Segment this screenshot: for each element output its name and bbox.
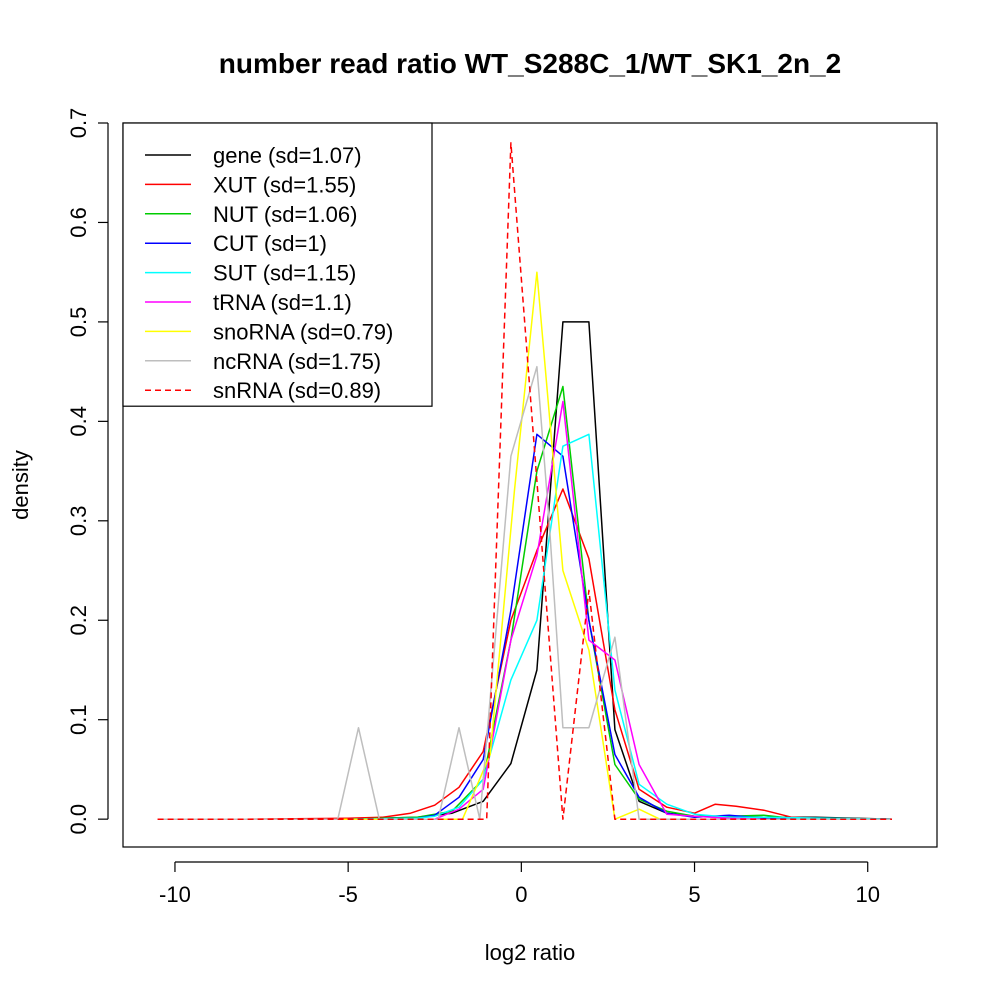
legend-label: SUT (sd=1.15) bbox=[213, 261, 356, 286]
legend-label: CUT (sd=1) bbox=[213, 231, 327, 256]
x-tick-label: 10 bbox=[855, 882, 879, 907]
x-axis: -10 -5 0 5 10 bbox=[159, 861, 880, 907]
series-line-2 bbox=[157, 385, 893, 820]
x-axis-label: log2 ratio bbox=[485, 940, 576, 965]
y-axis-label: density bbox=[8, 450, 33, 520]
chart-title: number read ratio WT_S288C_1/WT_SK1_2n_2 bbox=[219, 48, 841, 79]
series-line-8 bbox=[157, 142, 892, 820]
x-tick-label: -5 bbox=[338, 882, 358, 907]
legend-label: NUT (sd=1.06) bbox=[213, 202, 357, 227]
y-tick-label: 0.4 bbox=[66, 406, 91, 437]
y-tick-label: 0.5 bbox=[66, 307, 91, 338]
y-tick-label: 0.2 bbox=[66, 605, 91, 636]
plot-frame bbox=[122, 122, 938, 848]
legend-box bbox=[122, 122, 433, 407]
y-axis: 0.0 0.1 0.2 0.3 0.4 0.5 0.6 0.7 bbox=[66, 108, 109, 835]
series-line-3 bbox=[157, 433, 893, 820]
series-line-5 bbox=[157, 400, 892, 820]
legend-label: gene (sd=1.07) bbox=[213, 143, 362, 168]
y-tick-label: 0.7 bbox=[66, 108, 91, 139]
y-tick-label: 0.6 bbox=[66, 207, 91, 238]
series-line-1 bbox=[157, 488, 893, 820]
series-layer bbox=[157, 142, 893, 820]
legend: gene (sd=1.07) XUT (sd=1.55) NUT (sd=1.06)… bbox=[122, 122, 433, 407]
x-tick-label: 5 bbox=[688, 882, 700, 907]
legend-label: tRNA (sd=1.1) bbox=[213, 290, 352, 315]
x-tick-label: 0 bbox=[515, 882, 527, 907]
series-line-7 bbox=[157, 365, 892, 820]
legend-label: XUT (sd=1.55) bbox=[213, 172, 356, 197]
legend-label: snoRNA (sd=0.79) bbox=[213, 319, 393, 344]
y-tick-label: 0.3 bbox=[66, 506, 91, 537]
series-line-4 bbox=[157, 433, 893, 820]
legend-label: ncRNA (sd=1.75) bbox=[213, 349, 381, 374]
y-tick-label: 0.1 bbox=[66, 704, 91, 735]
x-tick-label: -10 bbox=[159, 882, 191, 907]
legend-label: snRNA (sd=0.89) bbox=[213, 378, 381, 403]
y-tick-label: 0.0 bbox=[66, 804, 91, 835]
